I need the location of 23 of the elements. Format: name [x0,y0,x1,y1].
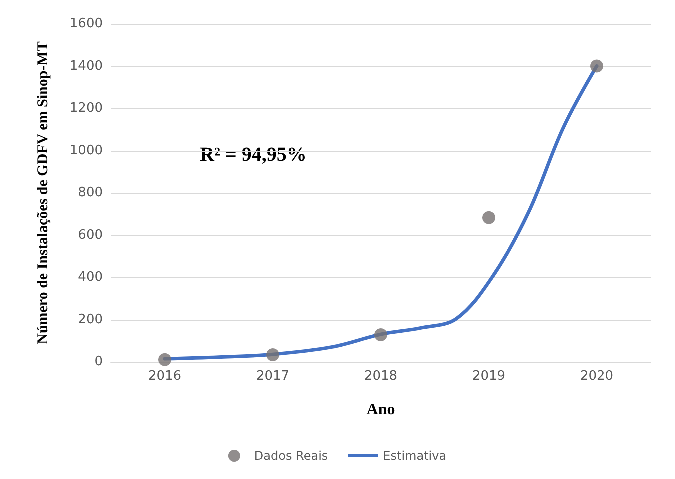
x-tick-label: 2016 [148,369,182,384]
x-tick-label: 2020 [580,369,614,384]
x-tick-label: 2017 [256,369,290,384]
legend-label: Dados Reais [254,449,328,463]
y-tick-label: 0 [94,354,103,370]
point [590,60,604,73]
y-axis-title: Número de Instalações de GDFV em Sinop-MT [36,42,52,344]
y-tick-label: 1000 [70,143,103,158]
legend-label: Estimativa [383,449,447,463]
y-tick-label: 800 [78,186,103,200]
y-tick-label: 200 [78,312,103,328]
point [482,211,496,224]
x-tick-label: 2019 [472,369,506,384]
y-tick-label: 400 [78,270,103,285]
x-axis-title: Ano [366,402,396,418]
y-tick-label: 1200 [70,101,103,116]
point [266,348,280,362]
x-tick-label: 2018 [364,369,398,384]
y-tick-label: 1600 [70,16,103,32]
point [158,353,172,366]
y-tick-label: 600 [78,228,103,243]
point [374,328,388,342]
y-tick-label: 1400 [70,58,103,74]
